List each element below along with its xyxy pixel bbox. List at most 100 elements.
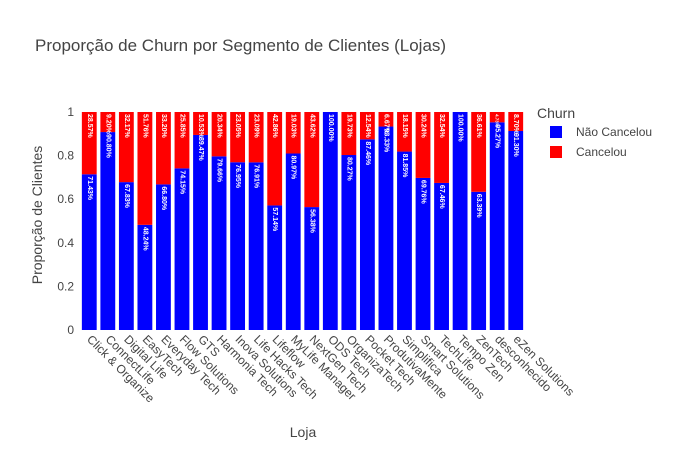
bar-data-label: 23.09% xyxy=(253,114,260,139)
bar-segment-nao-cancelou xyxy=(248,162,264,330)
bar-segment-cancelou xyxy=(156,112,171,185)
bar-data-label: 19.03% xyxy=(290,114,297,139)
bar-data-label: 18.15% xyxy=(401,114,408,139)
bar-segment-nao-cancelou xyxy=(489,122,505,330)
y-tick-label: 0.6 xyxy=(57,192,74,206)
y-tick-label: 0.2 xyxy=(57,279,74,293)
y-tick-label: 0 xyxy=(67,323,74,337)
bar-segment-nao-cancelou xyxy=(211,156,227,330)
bar-segment-nao-cancelou xyxy=(341,155,357,330)
bar-data-label: 9.20% xyxy=(104,114,111,135)
bar-segment-cancelou xyxy=(137,112,153,225)
bar-data-label: 66.80% xyxy=(160,186,167,211)
bar-data-label: 80.27% xyxy=(345,157,352,182)
bar-data-label: 6.67% xyxy=(382,114,389,135)
bar-data-label: 8.70% xyxy=(512,114,519,135)
bar-data-label: 80.97% xyxy=(290,155,297,180)
bar-segment-nao-cancelou xyxy=(304,207,320,330)
bar-data-label: 79.66% xyxy=(216,158,223,183)
bar-data-label: 57.14% xyxy=(271,207,278,232)
bar-segment-nao-cancelou xyxy=(434,182,449,330)
bar-segment-cancelou xyxy=(193,112,208,135)
bar-data-label: 76.91% xyxy=(253,164,260,189)
bar-data-label: 32.54% xyxy=(438,114,445,139)
bar-segment-cancelou xyxy=(304,112,320,208)
bar-data-label: 89.47% xyxy=(197,137,204,162)
bar-data-label: 76.95% xyxy=(234,164,241,189)
bar-data-label: 67.83% xyxy=(123,184,130,209)
bar-data-label: 100.00% xyxy=(457,114,464,142)
y-axis-title: Proporção de Clientes xyxy=(29,146,45,285)
bar-segment-cancelou xyxy=(174,112,190,169)
legend-swatch xyxy=(550,146,562,158)
bar-segment-cancelou xyxy=(118,112,134,183)
bar-segment-cancelou xyxy=(81,112,97,175)
bar-segment-cancelou xyxy=(100,112,116,133)
bar-segment-nao-cancelou xyxy=(137,224,153,330)
bar-segment-nao-cancelou xyxy=(415,177,431,330)
bar-segment-nao-cancelou xyxy=(267,205,283,330)
bar-segment-cancelou xyxy=(489,112,505,123)
legend-title: Churn xyxy=(537,105,575,121)
bar-segment-nao-cancelou xyxy=(81,174,97,330)
bar-segment-nao-cancelou xyxy=(359,139,375,330)
chart-title: Proporção de Churn por Segmento de Clien… xyxy=(35,36,446,55)
bar-segment-cancelou xyxy=(471,112,487,192)
bar-data-label: 20.34% xyxy=(216,114,223,139)
legend: Churn Não Cancelou Cancelou xyxy=(537,105,652,159)
bar-data-label: 43.62% xyxy=(308,114,315,139)
bar-data-label: 4.73% xyxy=(495,114,500,127)
bar-data-label: 48.24% xyxy=(141,227,148,252)
bar-data-label: 74.15% xyxy=(178,170,185,195)
bar-segment-nao-cancelou xyxy=(118,182,134,330)
bar-segment-nao-cancelou xyxy=(397,151,412,330)
y-tick-label: 0.4 xyxy=(57,236,74,250)
bar-data-label: 25.85% xyxy=(178,114,185,139)
bar-segment-cancelou xyxy=(378,112,394,127)
bar-segment-cancelou xyxy=(267,112,283,206)
bar-data-label: 36.61% xyxy=(475,114,482,139)
bar-segment-nao-cancelou xyxy=(156,184,171,330)
bar-segment-nao-cancelou xyxy=(174,168,190,330)
bar-data-label: 28.57% xyxy=(86,114,93,139)
legend-item-label: Cancelou xyxy=(576,145,627,159)
bar-data-label: 90.80% xyxy=(104,134,111,159)
bar-data-label: 42.86% xyxy=(271,114,278,139)
bar-data-label: 87.46% xyxy=(364,141,371,166)
bar-segment-cancelou xyxy=(397,112,412,152)
bar-segment-cancelou xyxy=(415,112,431,178)
x-axis-title: Loja xyxy=(290,424,317,440)
bar-segment-cancelou xyxy=(230,112,246,163)
bar-segment-nao-cancelou xyxy=(285,153,301,330)
bar-data-label: 93.33% xyxy=(382,129,389,154)
bar-data-label: 10.53% xyxy=(197,114,204,139)
bar-data-label: 100.00% xyxy=(327,114,334,142)
bar-segment-cancelou xyxy=(211,112,227,157)
bar-segment-nao-cancelou xyxy=(452,112,468,330)
bar-segment-cancelou xyxy=(508,112,524,131)
bar-data-label: 71.43% xyxy=(86,176,93,201)
y-tick-label: 0.8 xyxy=(57,149,74,163)
bar-segment-cancelou xyxy=(248,112,264,163)
bar-segment-cancelou xyxy=(285,112,301,154)
bar-data-label: 67.46% xyxy=(438,185,445,210)
bar-segment-nao-cancelou xyxy=(378,126,394,330)
bar-data-label: 30.24% xyxy=(420,114,427,139)
bar-data-label: 56.38% xyxy=(308,209,315,234)
bar-data-label: 63.39% xyxy=(475,194,482,219)
bar-segment-cancelou xyxy=(359,112,375,140)
bar-segment-nao-cancelou xyxy=(100,132,116,330)
bar-data-label: 51.76% xyxy=(141,114,148,139)
bar-data-label: 95.27% xyxy=(494,124,501,149)
bar-segment-cancelou xyxy=(434,112,449,183)
bar-data-label: 19.73% xyxy=(345,114,352,139)
legend-swatch xyxy=(550,126,562,138)
bar-data-label: 69.76% xyxy=(420,180,427,205)
bar-segment-nao-cancelou xyxy=(471,191,487,330)
bar-segment-nao-cancelou xyxy=(508,130,524,330)
bar-segment-nao-cancelou xyxy=(193,134,208,330)
bar-data-label: 23.05% xyxy=(234,114,241,139)
bar-data-label: 91.30% xyxy=(512,133,519,158)
